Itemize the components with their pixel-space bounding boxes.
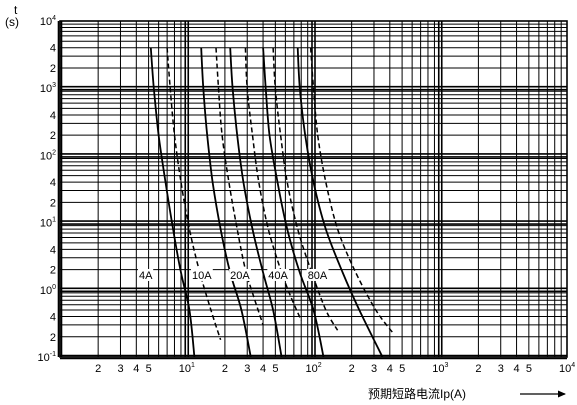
y-tick-label: 4 [50, 177, 56, 189]
x-tick-label: 4 [260, 363, 266, 375]
series-label-10A: 10A [192, 270, 212, 282]
x-tick-label: 2 [475, 363, 481, 375]
series-label-background [229, 268, 251, 281]
x-tick-label: 5 [146, 363, 152, 375]
series-80A-min-curve [296, 47, 384, 358]
series-label-background [306, 268, 329, 281]
x-tick-label: 101 [179, 362, 195, 375]
y-tick-label: 4 [50, 312, 56, 324]
series-label-20A: 20A [230, 270, 250, 282]
x-tick-label: 4 [514, 363, 520, 375]
x-tick-label: 4 [133, 363, 139, 375]
x-tick-label: 5 [399, 363, 405, 375]
y-tick-label: 102 [40, 149, 56, 162]
chart-grid [57, 20, 568, 360]
series-40A-min-curve [262, 47, 325, 358]
y-tick-label: 101 [40, 217, 56, 230]
x-tick-label: 2 [349, 363, 355, 375]
plot-frame [59, 20, 568, 358]
x-tick-label: 5 [272, 363, 278, 375]
y-tick-label: 4 [50, 244, 56, 256]
x-tick-label: 103 [432, 362, 448, 375]
series-10A-max-curve [215, 47, 264, 326]
series-label-80A: 80A [308, 270, 328, 282]
series-20A-max-curve [244, 47, 302, 321]
x-tick-label: 3 [117, 363, 123, 375]
y-tick-label: 2 [50, 130, 56, 142]
y-tick-label: 4 [50, 43, 56, 55]
x-tick-label: 3 [371, 363, 377, 375]
series-label-background [267, 268, 290, 281]
series-4A-max-curve [166, 47, 222, 341]
series-40A-max-curve [272, 47, 339, 331]
series-10A-min-curve [200, 47, 252, 358]
chart-curves [149, 47, 395, 358]
x-tick-label: 4 [387, 363, 393, 375]
y-tick-label: 2 [50, 332, 56, 344]
y-axis-label-t: t [14, 3, 18, 17]
x-axis-label: 预期短路电流Ip(A) [368, 386, 466, 401]
x-tick-label: 104 [559, 362, 575, 375]
series-20A-min-curve [229, 47, 283, 358]
series-label-background [190, 268, 213, 281]
y-tick-label: 103 [40, 82, 56, 95]
y-tick-label: 100 [40, 284, 56, 297]
x-tick-label: 5 [526, 363, 532, 375]
series-80A-max-curve [309, 47, 395, 335]
series-label-40A: 40A [268, 270, 288, 282]
y-tick-label: 2 [50, 63, 56, 75]
y-tick-label: 2 [50, 197, 56, 209]
series-label-4A: 4A [139, 270, 153, 282]
y-tick-label: 2 [50, 265, 56, 277]
series-label-background [137, 268, 154, 281]
chart-tick-labels: 2 3 4 5 101 2 3 4 5 102 2 3 4 5 103 2 3 4 5 10410-124100241… [38, 15, 576, 375]
y-tick-label: 10-1 [38, 351, 57, 364]
x-tick-label: 2 [222, 363, 228, 375]
chart-labels: 4A 10A 20A 40A 80A [137, 268, 329, 282]
y-tick-label: 104 [40, 15, 56, 28]
y-axis-label-unit: (s) [5, 15, 19, 29]
series-4A-min-curve [149, 47, 196, 358]
x-axis-arrow-icon [520, 390, 566, 398]
y-tick-label: 4 [50, 110, 56, 122]
x-tick-label: 3 [498, 363, 504, 375]
x-tick-label: 2 [95, 363, 101, 375]
x-tick-label: 3 [244, 363, 250, 375]
x-tick-label: 102 [306, 362, 322, 375]
